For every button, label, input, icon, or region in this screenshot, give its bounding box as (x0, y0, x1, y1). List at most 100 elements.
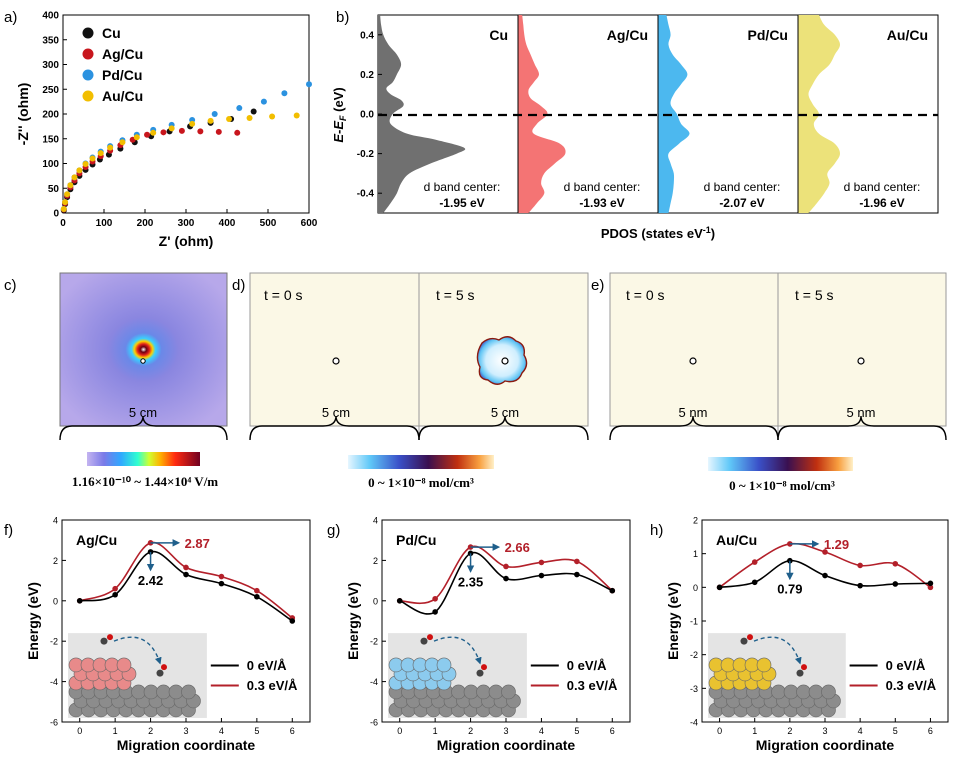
energy-curve (79, 541, 293, 619)
xtick-label: 6 (610, 726, 615, 736)
panel-a-ytick-label: 250 (42, 85, 59, 96)
energy-point (751, 579, 758, 586)
data-point (62, 199, 69, 206)
overlayer-atom (116, 657, 132, 673)
adatom-o (107, 634, 113, 641)
xtick-label: 1 (113, 726, 118, 736)
panel-a-ytick-label: 150 (42, 134, 59, 145)
ytick-label: 0 (693, 583, 698, 593)
ytick-label: 1 (693, 549, 698, 559)
panel-b-xlabel: PDOS (states eV-1) (601, 225, 715, 241)
panel-a-xtick-label: 0 (60, 218, 66, 229)
adatom-o (427, 634, 433, 641)
legend-marker-pd-cu (82, 69, 94, 81)
legend-label-cu: Cu (102, 25, 121, 41)
panel-a-ytick-label: 350 (42, 35, 59, 46)
panel-b-pdos: Cu d band center: -1.95 eV Ag/Cu d band cent… (331, 14, 939, 241)
data-point (160, 129, 167, 136)
ytick-label: 0 (373, 596, 378, 606)
adatom-o (747, 634, 753, 641)
xtick-label: 2 (468, 726, 473, 736)
series-au-cu (60, 112, 300, 213)
data-point (189, 120, 196, 127)
panel-a-ytick-label: 200 (42, 110, 59, 121)
energy-point (857, 562, 863, 569)
substrate-atom (156, 684, 171, 700)
legend-marker-au-cu (82, 90, 94, 102)
slab-illustration (388, 633, 527, 718)
adatom-final-o (801, 664, 807, 671)
energy-point (289, 618, 296, 624)
data-point (250, 108, 257, 115)
data-point (150, 129, 157, 136)
legend-label-ag-cu: Ag/Cu (102, 46, 143, 62)
barrier-value-0: 2.42 (138, 573, 163, 588)
adatom (740, 637, 748, 645)
ylabel: Energy (eV) (665, 582, 681, 660)
energy-point (751, 559, 758, 565)
substrate-atom (783, 684, 799, 700)
pdos-area (518, 15, 566, 213)
xtick-label: 6 (928, 726, 933, 736)
xtick-label: 0 (397, 726, 402, 736)
barrier-value-03: 2.87 (185, 536, 210, 551)
dband-label: d band center: (844, 180, 921, 194)
energy-point (822, 549, 828, 555)
ytick-label: -1 (690, 617, 698, 627)
xtick-label: 3 (822, 726, 827, 736)
legend-marker-cu (82, 27, 94, 39)
data-point (60, 206, 67, 213)
panel-a-ytick-label: 300 (42, 60, 59, 71)
panel-e-concentration-nano: t = 0 s t = 5 s 5 nm 5 nm 0 ~ 1×10⁻⁸ mol… (609, 272, 947, 493)
panel-letter-e: e) (591, 277, 604, 294)
xlabel: Migration coordinate (437, 737, 576, 753)
ytick-label: -3 (690, 684, 698, 694)
panel-title: Au/Cu (716, 532, 757, 548)
panel-d-t5-label: t = 5 s (436, 287, 475, 303)
energy-point (574, 571, 580, 578)
xtick-label: 2 (787, 726, 792, 736)
legend-label: 0.3 eV/Å (886, 678, 937, 693)
energy-point (857, 582, 863, 589)
panel-letter-a: a) (4, 9, 17, 26)
panel-e-t5-label: t = 5 s (795, 287, 834, 303)
data-point (197, 128, 204, 135)
energy-point (503, 563, 509, 570)
substrate-atom (796, 684, 811, 700)
panel-d-colorbar (348, 455, 494, 469)
data-point (76, 167, 83, 174)
xtick-label: 0 (717, 726, 722, 736)
slab-illustration (708, 633, 846, 718)
series-0-ev (716, 557, 934, 591)
pdos-title: Pd/Cu (748, 27, 788, 43)
panel-a-ytick-label: 50 (48, 184, 60, 195)
pdos-cu: Cu d band center: -1.95 eV (378, 15, 508, 213)
xlabel: Migration coordinate (756, 737, 895, 753)
xtick-label: 4 (219, 726, 224, 736)
data-point (246, 114, 253, 121)
panel-c-electric-field: 5 cm 1.16×10⁻¹⁰ ~ 1.44×10⁴ V/m (59, 272, 228, 489)
legend-label: 0 eV/Å (247, 658, 287, 673)
barrier-value-03: 1.29 (824, 537, 849, 552)
xtick-label: 3 (503, 726, 508, 736)
panel-a-ytick-label: 0 (53, 209, 59, 220)
legend-label-pd-cu: Pd/Cu (102, 67, 142, 83)
energy-curve (399, 551, 613, 615)
panel-a-ytick-label: 400 (42, 11, 59, 22)
data-point (236, 105, 243, 112)
panel-letter-d: d) (232, 277, 245, 294)
ytick-label: -4 (690, 718, 698, 728)
data-point (82, 160, 89, 167)
data-point (144, 131, 151, 138)
xtick-label: 2 (148, 726, 153, 736)
dband-value: -1.96 eV (859, 196, 904, 210)
panel-a-xtick-label: 500 (260, 218, 277, 229)
ytick-label: 2 (693, 516, 698, 526)
panel-letter-f: f) (4, 522, 13, 539)
substrate-atom (808, 684, 824, 700)
panel-e-t0-label: t = 0 s (626, 287, 665, 303)
panel-d-t0-label: t = 0 s (264, 287, 303, 303)
pdos-area (658, 15, 690, 213)
energy-point (396, 598, 403, 604)
overlayer-atom (436, 657, 452, 673)
